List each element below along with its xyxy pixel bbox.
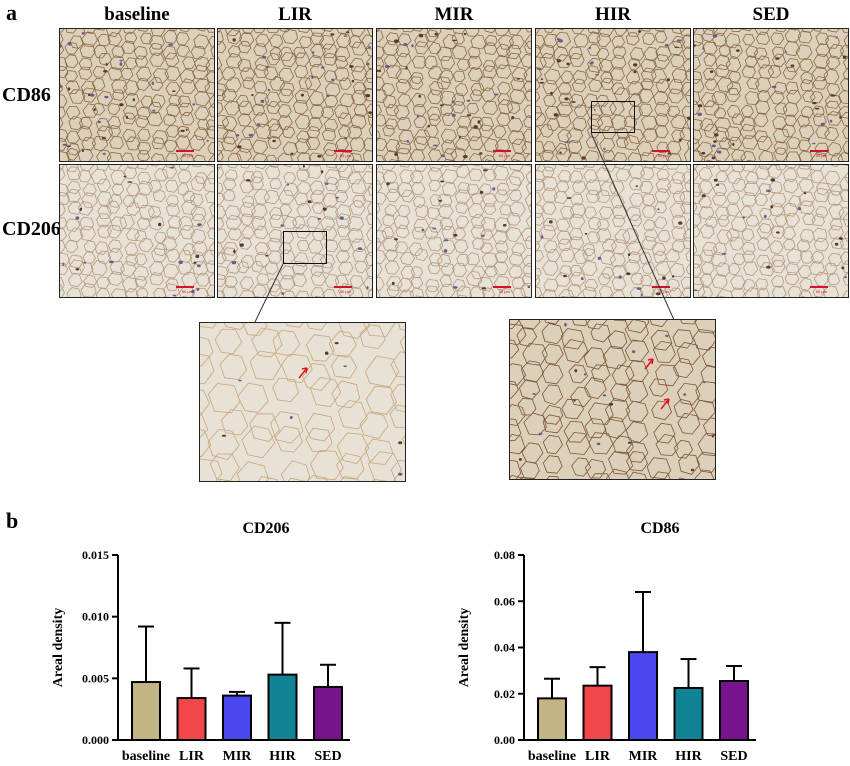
- micrograph-cd86-sed: 50 μm: [693, 28, 849, 162]
- chart-title-cd206: CD206: [242, 520, 290, 537]
- y-tick-label: 0.010: [82, 610, 109, 624]
- micrograph-cd206-hir: 50 μm: [535, 164, 691, 298]
- bar-lir: [582, 684, 613, 741]
- micrograph-cd86-lir: 50 μm: [217, 28, 373, 162]
- bar-mir: [628, 651, 658, 741]
- y-tick-label: 0.08: [494, 548, 515, 562]
- chart-cd206: 0.000 0.005 0.010 0.015 Areal density baselin…: [51, 548, 350, 764]
- y-axis-label: Areal density: [457, 608, 472, 687]
- chart-cd86: 0.00 0.02 0.04 0.06 0.08 Areal density baselin…: [457, 548, 756, 764]
- scale-bar-label: 50 μm: [815, 153, 827, 158]
- x-tick-label: MIR: [223, 749, 253, 764]
- row-header-cd86: CD86: [2, 84, 51, 106]
- scale-bar: [810, 286, 828, 288]
- y-tick-label: 0.015: [82, 548, 109, 562]
- scale-bar: [176, 150, 194, 152]
- column-header-sed: SED: [752, 4, 790, 25]
- scale-bar-label: 50 μm: [339, 153, 351, 158]
- roi-box-lir-cd206: [283, 231, 327, 264]
- scale-bar: [493, 150, 511, 152]
- panel-a-label: a: [6, 0, 17, 25]
- micrograph-cd206-sed: 50 μm: [693, 164, 849, 298]
- x-tick-label: LIR: [179, 749, 205, 764]
- x-tick-label: HIR: [269, 749, 296, 764]
- row-header-cd206: CD206: [2, 218, 61, 240]
- bar-lir: [176, 697, 207, 741]
- scale-bar-label: 50 μm: [181, 153, 193, 158]
- bar-baseline: [131, 681, 161, 742]
- micrograph-cd206-mir: 50 μm: [376, 164, 532, 298]
- y-tick-label: 0.00: [494, 733, 515, 747]
- column-header-mir: MIR: [434, 4, 474, 25]
- bar-sed: [719, 680, 749, 741]
- scale-bar: [334, 286, 352, 288]
- y-tick-label: 0.04: [494, 641, 515, 655]
- micrograph-cd86-mir: 50 μm: [376, 28, 532, 162]
- scale-bar-label: 50 μm: [339, 289, 351, 294]
- x-tick-label: SED: [720, 749, 747, 764]
- zoom-inset-lir-cd206: [199, 322, 406, 482]
- bar-hir: [673, 686, 704, 741]
- panel-b-label: b: [6, 508, 19, 533]
- bar-hir: [267, 673, 298, 741]
- scale-bar-label: 50 μm: [815, 289, 827, 294]
- roi-box-hir-cd86: [591, 101, 635, 133]
- bar-mir: [222, 694, 252, 742]
- x-tick-label: HIR: [675, 749, 702, 764]
- scale-bar-label: 50 μm: [181, 289, 193, 294]
- zoom-inset-hir-cd86: [509, 319, 716, 480]
- scale-bar: [334, 150, 352, 152]
- arrow-icon: [298, 367, 308, 379]
- arrow-icon: [644, 358, 654, 370]
- scale-bar: [652, 286, 670, 288]
- scale-bar-label: 50 μm: [498, 289, 510, 294]
- column-header-baseline: baseline: [104, 4, 170, 25]
- arrow-icon: [660, 398, 670, 410]
- y-tick-label: 0.02: [494, 687, 515, 701]
- column-header-lir: LIR: [278, 4, 312, 25]
- scale-bar: [176, 286, 194, 288]
- y-axis-label: Areal density: [51, 608, 66, 687]
- y-tick-label: 0.000: [82, 733, 109, 747]
- x-tick-label: baseline: [122, 749, 170, 764]
- x-tick-label: SED: [314, 749, 341, 764]
- micrograph-cd206-baseline: 50 μm: [59, 164, 215, 298]
- scale-bar: [652, 150, 670, 152]
- scale-bar: [810, 150, 828, 152]
- bar-sed: [313, 685, 343, 741]
- scale-bar-label: 50 μm: [657, 153, 669, 158]
- micrograph-cd86-baseline: 50 μm: [59, 28, 215, 162]
- chart-title-cd86: CD86: [640, 520, 680, 537]
- column-header-hir: HIR: [595, 4, 631, 25]
- x-tick-label: baseline: [528, 749, 576, 764]
- x-tick-label: LIR: [585, 749, 611, 764]
- y-tick-label: 0.005: [82, 671, 109, 685]
- connector-hir: [590, 132, 675, 321]
- x-tick-label: MIR: [629, 749, 659, 764]
- bar-baseline: [537, 697, 567, 741]
- scale-bar-label: 50 μm: [657, 289, 669, 294]
- connector-left-lir: [254, 263, 284, 323]
- y-tick-label: 0.06: [494, 594, 515, 608]
- micrograph-cd86-hir: 50 μm: [535, 28, 691, 162]
- scale-bar-label: 50 μm: [498, 153, 510, 158]
- scale-bar: [493, 286, 511, 288]
